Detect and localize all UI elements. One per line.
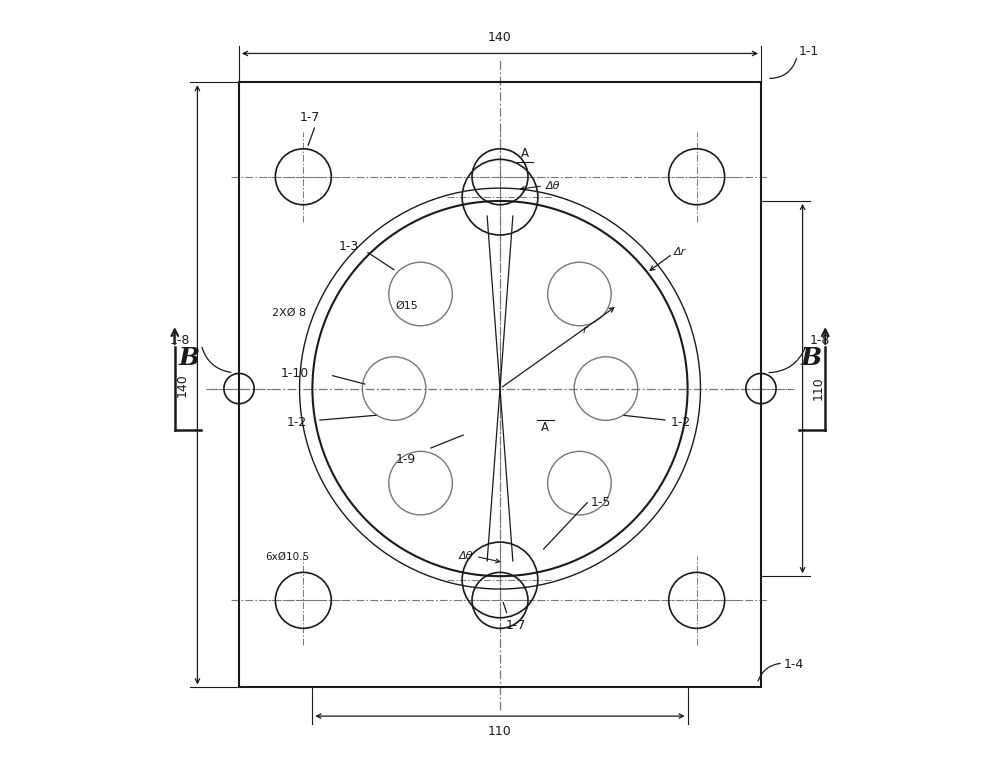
Text: 110: 110 xyxy=(488,725,512,738)
Text: r: r xyxy=(582,325,587,335)
Text: 1-3: 1-3 xyxy=(339,240,359,253)
Text: 110: 110 xyxy=(812,376,825,401)
Text: 1-1: 1-1 xyxy=(799,46,819,59)
Text: 1-10: 1-10 xyxy=(281,367,309,380)
Text: Δθ: Δθ xyxy=(545,181,560,190)
Text: 1-5: 1-5 xyxy=(591,495,611,508)
Text: 2XØ 8: 2XØ 8 xyxy=(272,308,306,318)
Text: 1-7: 1-7 xyxy=(505,620,526,632)
Text: B: B xyxy=(179,346,200,370)
Text: 140: 140 xyxy=(488,31,512,44)
Text: 1-8: 1-8 xyxy=(169,335,190,347)
Text: 1-2: 1-2 xyxy=(670,416,690,429)
Text: 6xØ10.5: 6xØ10.5 xyxy=(266,552,310,562)
Text: 1-9: 1-9 xyxy=(395,453,416,466)
Text: Ø15: Ø15 xyxy=(396,300,418,310)
Bar xyxy=(239,82,761,687)
Text: 1-8: 1-8 xyxy=(810,335,831,347)
Text: B: B xyxy=(800,346,821,370)
Text: 140: 140 xyxy=(175,373,188,397)
Text: A: A xyxy=(541,421,549,434)
Text: A: A xyxy=(521,147,529,160)
Text: 1-4: 1-4 xyxy=(784,658,804,671)
Text: Δr: Δr xyxy=(674,248,686,258)
Text: Δθ: Δθ xyxy=(459,552,474,562)
Text: 1-7: 1-7 xyxy=(299,110,320,123)
Text: 1-2: 1-2 xyxy=(287,416,307,429)
